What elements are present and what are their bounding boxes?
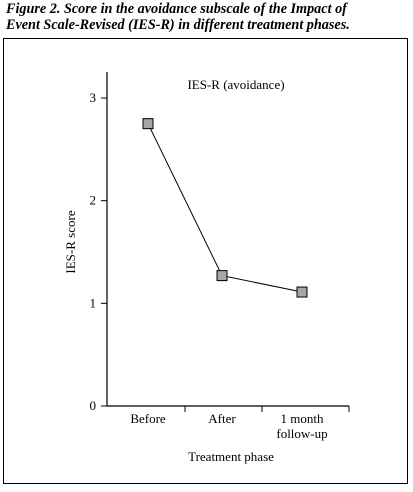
chart-series [142,118,308,298]
figure-frame [3,38,408,484]
y-tick-label: 3 [90,90,97,105]
y-tick-label: 0 [90,398,97,413]
figure-caption: Figure 2. Score in the avoidance subscal… [6,1,410,33]
chart-title: IES-R (avoidance) [187,77,284,92]
y-axis-label: IES-R score [63,210,78,273]
x-tick-label: Before [130,411,166,426]
x-tick-label: 1 month [281,411,324,426]
x-tick-label: After [208,411,236,426]
y-tick-label: 1 [90,295,97,310]
x-axis-label: Treatment phase [188,449,274,464]
series-line [147,123,303,293]
data-point-marker [142,118,154,130]
data-point-marker [216,270,228,282]
x-tick-label: follow-up [276,426,327,441]
y-tick-label: 2 [90,193,97,208]
data-point-marker [296,286,308,298]
figure-caption-line-1: Figure 2. Score in the avoidance subscal… [6,1,347,17]
figure-caption-line-2: Event Scale-Revised (IES-R) in different… [6,17,350,33]
